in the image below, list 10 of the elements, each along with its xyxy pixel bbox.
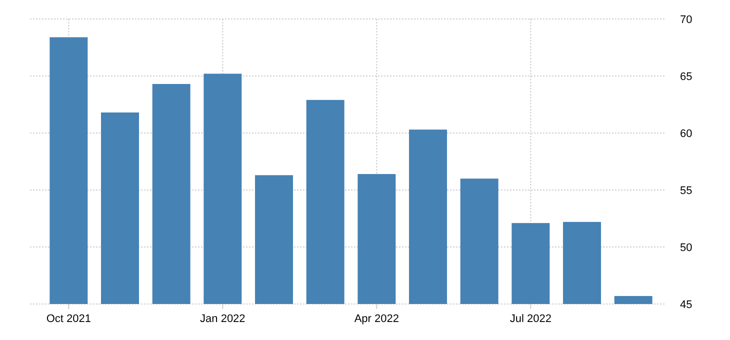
- y-tick-label: 50: [680, 242, 692, 254]
- x-tick-label: Jan 2022: [200, 313, 246, 325]
- x-tick-label: Oct 2021: [46, 313, 91, 325]
- y-tick-label: 55: [680, 185, 692, 197]
- y-tick-label: 45: [680, 299, 692, 311]
- y-tick-label: 60: [680, 128, 692, 140]
- x-tick-label: Jul 2022: [510, 313, 552, 325]
- y-tick-label: 70: [680, 14, 692, 26]
- x-tick-label: Apr 2022: [354, 313, 399, 325]
- y-tick-label: 65: [680, 71, 692, 83]
